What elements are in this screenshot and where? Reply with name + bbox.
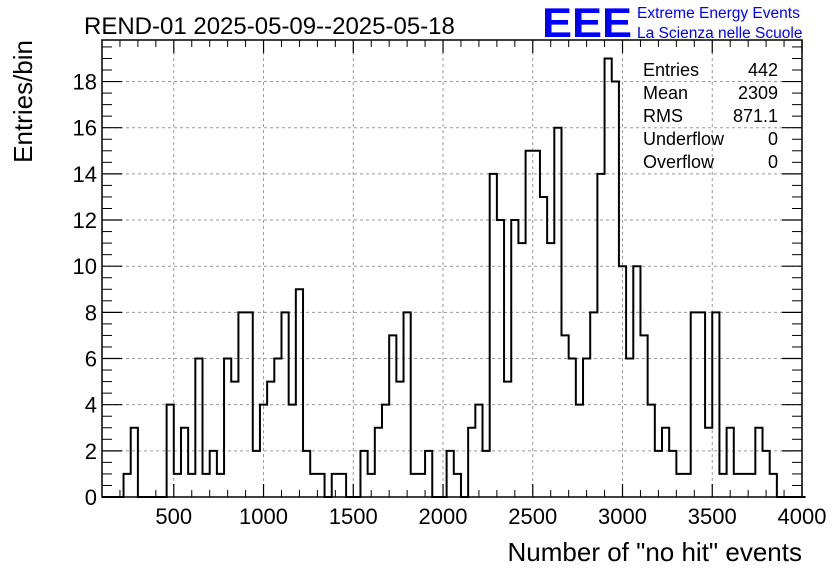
stats-value: 442 <box>748 60 778 80</box>
histogram-series <box>102 57 806 498</box>
stats-label: Entries <box>643 60 699 80</box>
y-tick-label: 6 <box>85 347 97 372</box>
y-tick-label: 4 <box>85 393 97 418</box>
x-tick-label: 500 <box>155 504 192 529</box>
x-tick-label: 2500 <box>508 504 557 529</box>
x-tick-label: 1000 <box>239 504 288 529</box>
stats-value: 871.1 <box>733 106 778 126</box>
x-tick-label: 4000 <box>778 504 827 529</box>
y-tick-label: 0 <box>85 485 97 510</box>
y-axis-label: Entries/bin <box>8 40 38 163</box>
chart-title: REND-01 2025-05-09--2025-05-18 <box>84 13 455 40</box>
y-tick-label: 2 <box>85 439 97 464</box>
stats-value: 0 <box>768 152 778 172</box>
eee-logo: EEE Extreme Energy Events La Scienza nel… <box>542 0 802 46</box>
y-tick-label: 10 <box>73 254 97 279</box>
y-tick-label: 8 <box>85 300 97 325</box>
stats-label: Underflow <box>643 129 725 149</box>
stats-label: RMS <box>643 106 683 126</box>
x-tick-label: 3000 <box>598 504 647 529</box>
logo-line-2: La Scienza nelle Scuole <box>637 25 802 42</box>
stats-box: Entries 442 Mean 2309 RMS 871.1 Underflow 0 Over… <box>643 60 778 172</box>
y-tick-label: 14 <box>73 162 97 187</box>
y-tick-label: 12 <box>73 208 97 233</box>
axis-ticks: 500 1000 1500 2000 2500 3000 3500 4000 0 2 4 6 8 10 12… <box>73 40 827 529</box>
grid-lines <box>102 40 802 497</box>
stats-label: Overflow <box>643 152 715 172</box>
logo-mark: EEE <box>542 0 632 46</box>
logo-line-1: Extreme Energy Events <box>637 5 800 22</box>
plot-frame <box>101 39 803 498</box>
x-tick-label: 1500 <box>329 504 378 529</box>
stats-value: 2309 <box>738 83 778 103</box>
x-axis-label: Number of "no hit" events <box>508 537 803 567</box>
y-tick-label: 16 <box>73 116 97 141</box>
stats-value: 0 <box>768 129 778 149</box>
stats-label: Mean <box>643 83 688 103</box>
x-tick-label: 3500 <box>688 504 737 529</box>
x-tick-label: 2000 <box>419 504 468 529</box>
y-tick-label: 18 <box>73 70 97 95</box>
